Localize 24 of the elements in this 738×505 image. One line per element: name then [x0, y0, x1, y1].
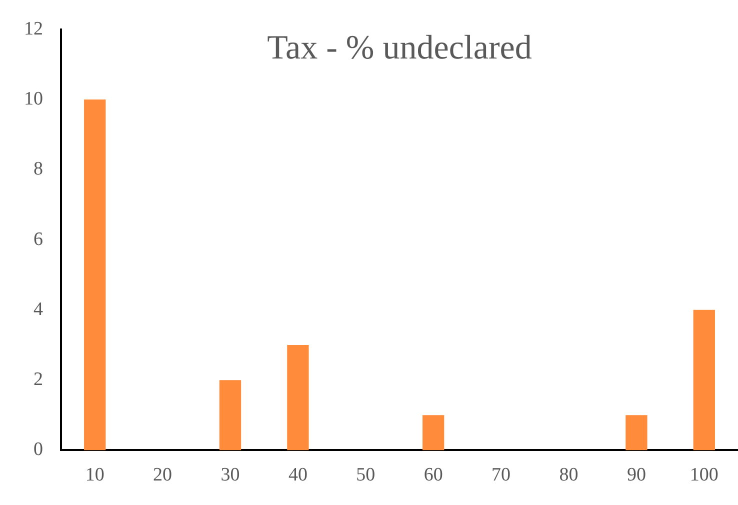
bar [693, 310, 715, 450]
y-tick-label: 8 [34, 158, 43, 180]
y-tick-label: 4 [34, 298, 44, 320]
x-tick-label: 90 [626, 464, 646, 486]
x-tick-label: 40 [288, 464, 308, 486]
x-tick-label: 20 [153, 464, 172, 486]
y-tick-label: 10 [24, 88, 43, 110]
x-tick-label: 100 [690, 464, 718, 486]
x-tick-label: 60 [424, 464, 443, 486]
bar [84, 100, 106, 450]
x-tick-label: 10 [85, 464, 104, 486]
bar [287, 345, 309, 450]
y-tick-label: 0 [34, 439, 43, 460]
x-tick-label: 80 [559, 464, 578, 486]
x-tick-label: 70 [492, 464, 511, 486]
x-tick-label: 50 [356, 464, 376, 486]
y-tick-label: 12 [24, 18, 43, 40]
x-tick-label: 30 [220, 464, 240, 486]
bar [422, 415, 444, 450]
chart-title: Tax - % undeclared [267, 29, 532, 66]
bar [219, 380, 242, 450]
y-tick-label: 6 [34, 228, 43, 250]
bar [626, 415, 648, 450]
y-tick-label: 2 [34, 369, 43, 390]
